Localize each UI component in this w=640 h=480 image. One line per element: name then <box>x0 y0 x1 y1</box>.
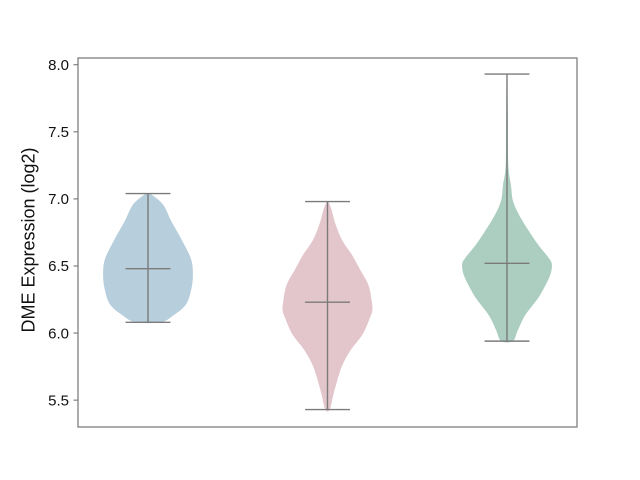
y-tick-label: 5.5 <box>48 392 69 409</box>
y-tick-label: 7.0 <box>48 191 69 208</box>
axes-box <box>77 57 578 428</box>
y-tick-label: 7.5 <box>48 124 69 141</box>
y-tick-label: 6.5 <box>48 258 69 275</box>
y-tick-label: 8.0 <box>48 57 69 74</box>
y-tick-label: 6.0 <box>48 325 69 342</box>
